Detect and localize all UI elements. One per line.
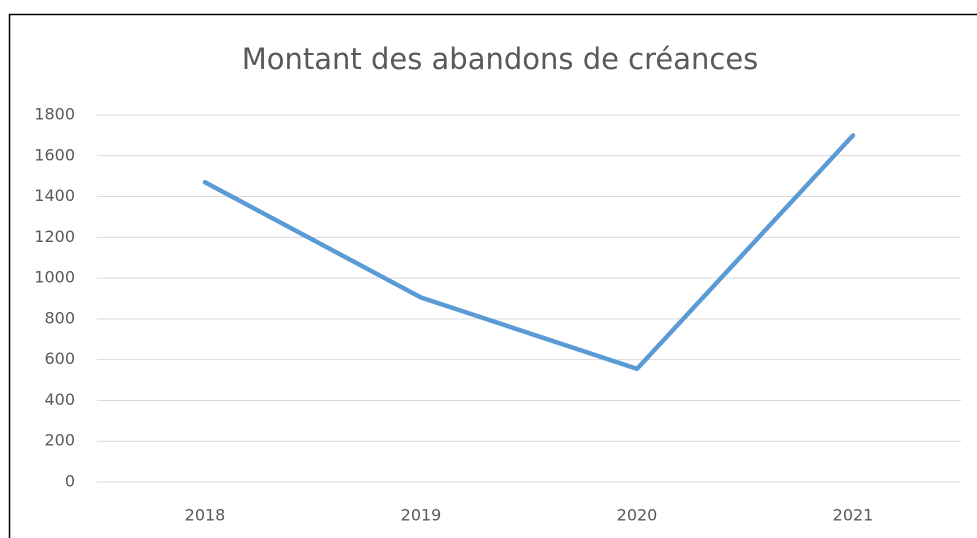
- line: [202, 133, 856, 372]
- y-tick-label: 200: [44, 431, 75, 450]
- y-tick-label: 1400: [34, 186, 75, 205]
- y-tick-label: 800: [44, 308, 75, 327]
- x-tick-label: 2019: [401, 506, 442, 525]
- y-tick-label: 1800: [34, 105, 75, 124]
- chart-border: [8, 13, 977, 538]
- y-tick-label: 1000: [34, 268, 75, 287]
- x-tick-label: 2018: [185, 506, 226, 525]
- x-tick-label: 2021: [833, 506, 874, 525]
- y-tick-label: 400: [44, 390, 75, 409]
- x-tick-label: 2020: [617, 506, 658, 525]
- y-tick-label: 600: [44, 349, 75, 368]
- y-tick-label: 0: [65, 472, 75, 491]
- chart-title: Montant des abandons de créances: [242, 42, 759, 76]
- y-tick-label: 1600: [34, 145, 75, 164]
- y-tick-label: 1200: [34, 227, 75, 246]
